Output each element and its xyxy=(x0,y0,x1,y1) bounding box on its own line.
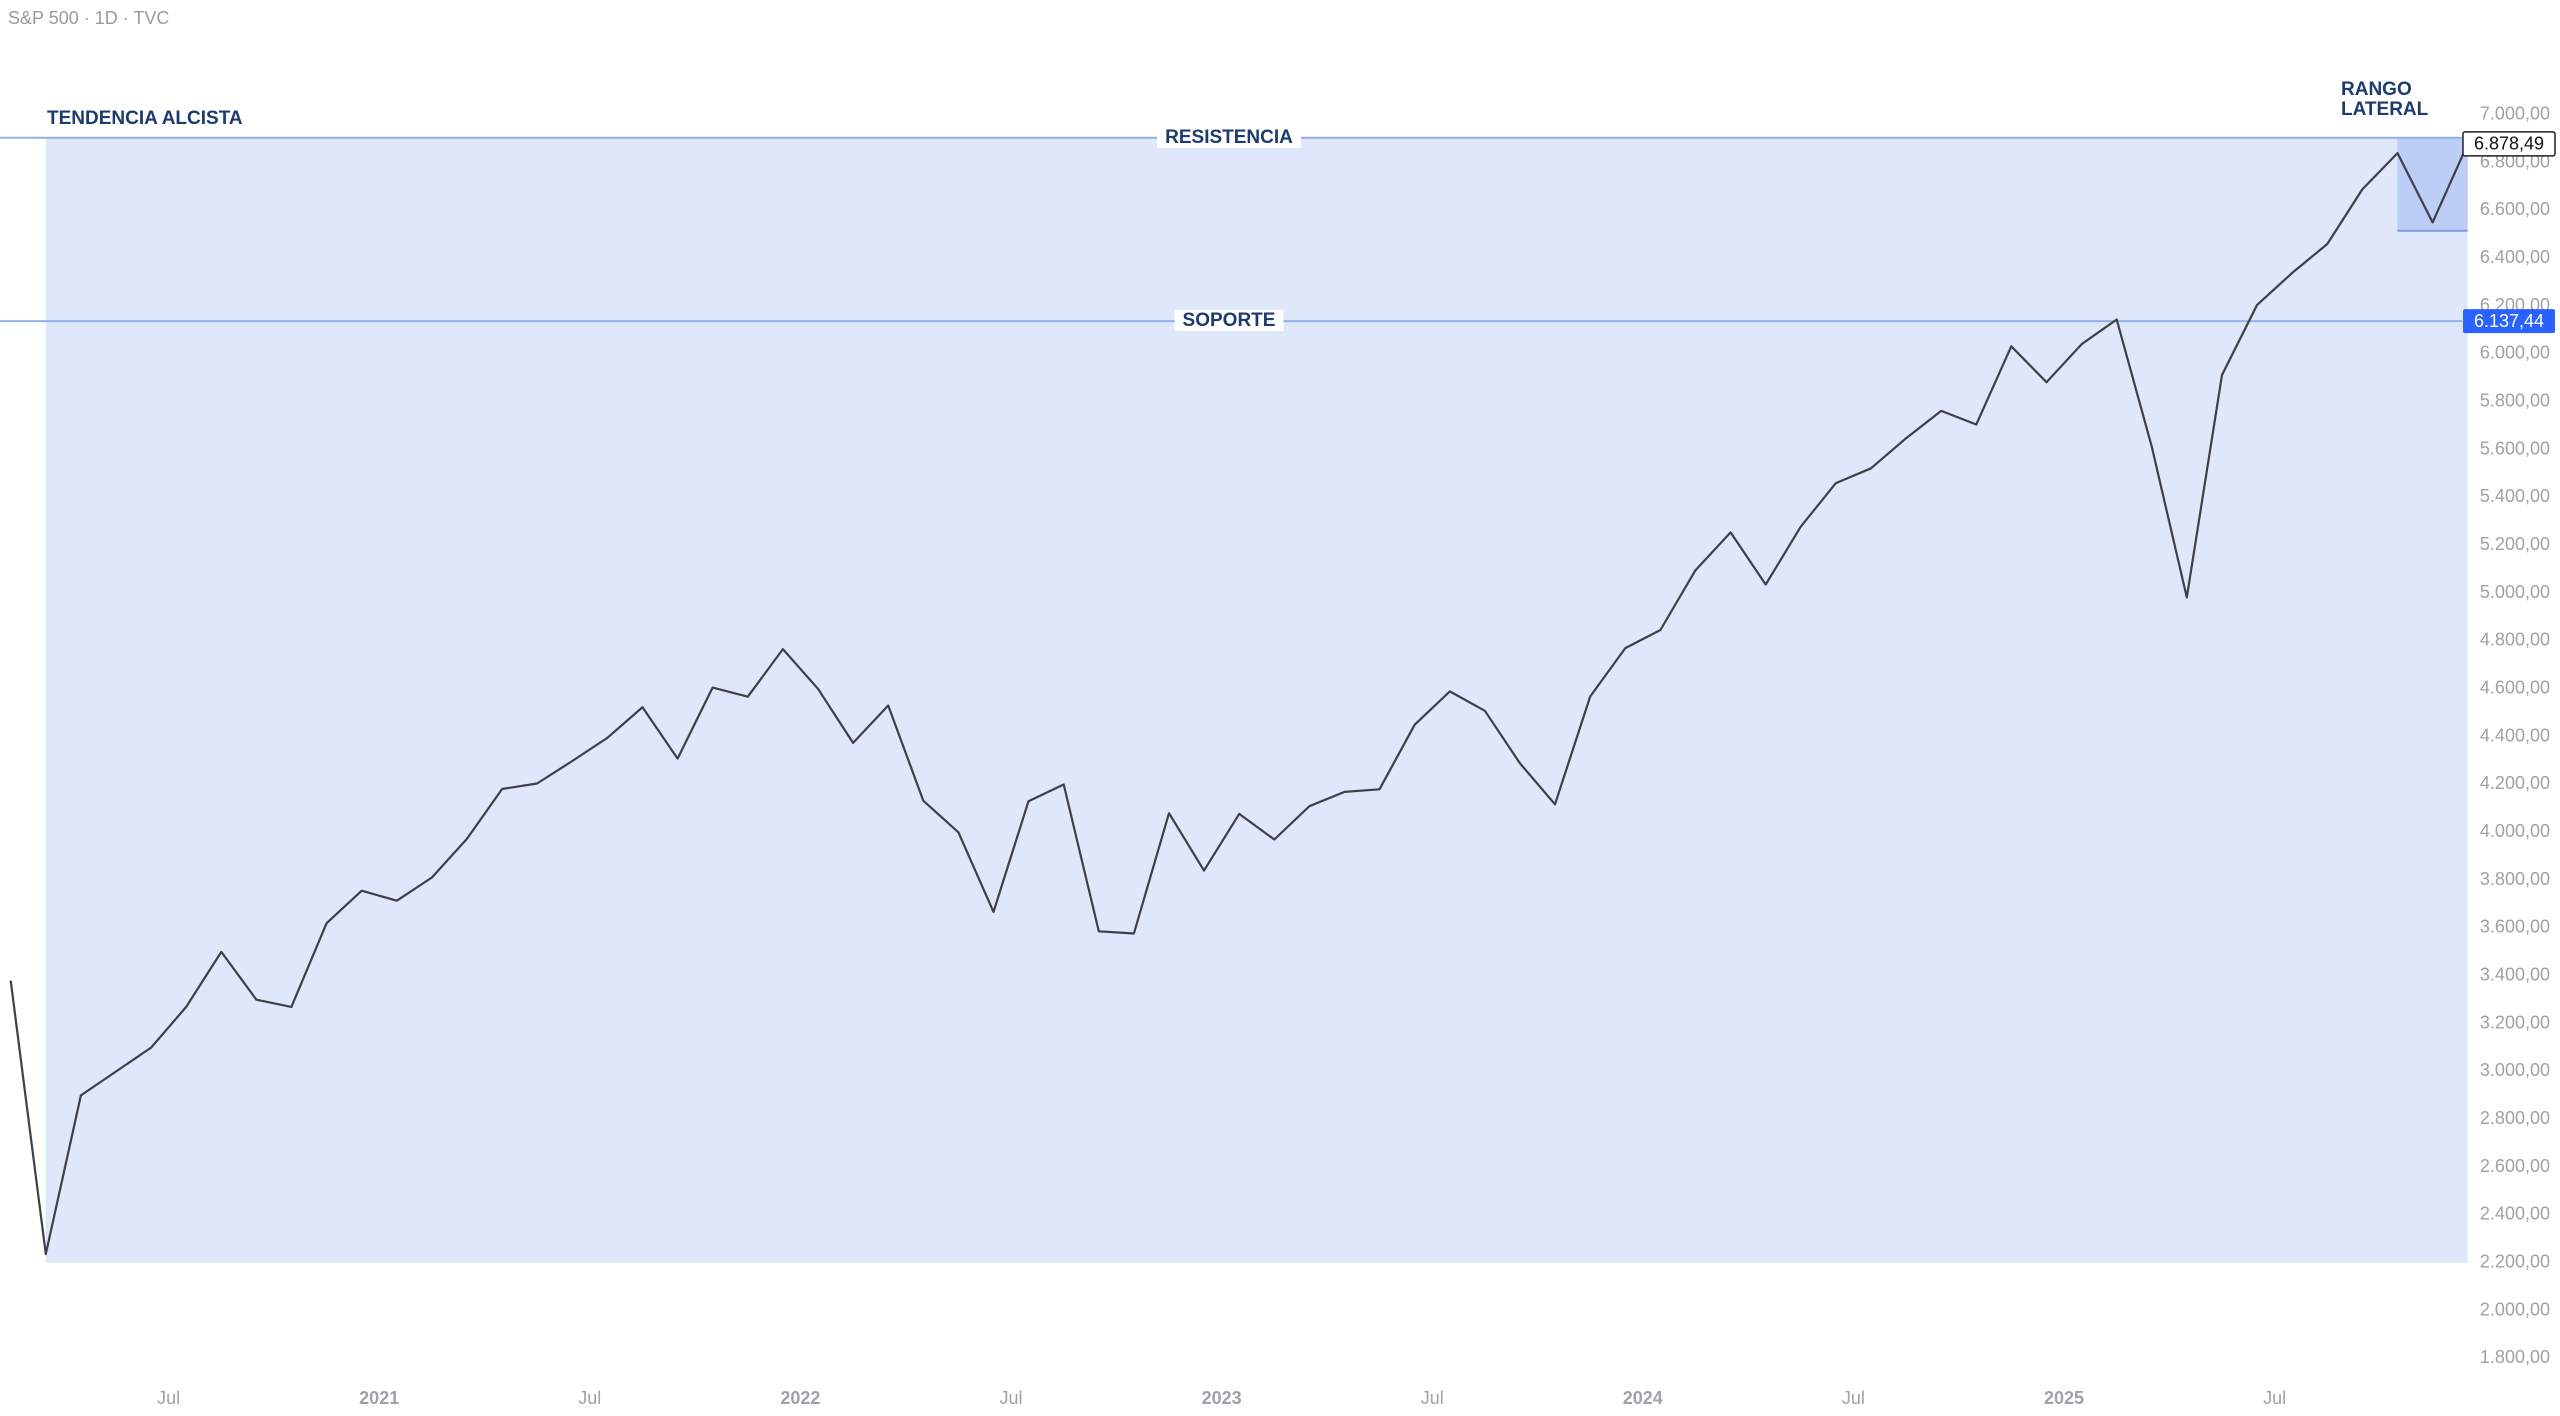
level-label-bg xyxy=(1157,126,1302,148)
level-label-bg xyxy=(1174,310,1284,332)
zone xyxy=(2397,137,2468,231)
x-tick-label: Jul xyxy=(999,1388,1022,1408)
x-tick-label: Jul xyxy=(578,1388,601,1408)
x-tick-label: Jul xyxy=(157,1388,180,1408)
y-tick-label: 3.600,00 xyxy=(2480,917,2550,937)
y-tick-label: 1.800,00 xyxy=(2480,1347,2550,1367)
y-tick-label: 5.200,00 xyxy=(2480,534,2550,554)
y-tick-label: 4.600,00 xyxy=(2480,678,2550,698)
price-line xyxy=(9,143,2469,1256)
x-tick-label: 2023 xyxy=(1202,1388,1242,1408)
level-label: RESISTENCIA xyxy=(1165,127,1293,148)
background-layer xyxy=(45,137,2468,1263)
x-tick-label: 2021 xyxy=(359,1388,399,1408)
y-tick-label: 7.000,00 xyxy=(2480,104,2550,124)
y-tick-label: 6.000,00 xyxy=(2480,343,2550,363)
y-tick-label: 4.000,00 xyxy=(2480,821,2550,841)
y-tick-label: 5.800,00 xyxy=(2480,391,2550,411)
y-tick-label: 2.800,00 xyxy=(2480,1108,2550,1128)
x-tick-label: Jul xyxy=(2263,1388,2286,1408)
y-tick-label: 5.400,00 xyxy=(2480,486,2550,506)
x-tick-label: 2022 xyxy=(780,1388,820,1408)
zone xyxy=(45,137,2468,1263)
y-tick-label: 3.800,00 xyxy=(2480,869,2550,889)
price-tag xyxy=(2463,309,2555,334)
y-tick-label: 6.400,00 xyxy=(2480,247,2550,267)
x-tick-label: 2025 xyxy=(2044,1388,2084,1408)
level-label: SOPORTE xyxy=(1183,310,1276,331)
y-tick-label: 3.400,00 xyxy=(2480,965,2550,985)
x-tick-label: Jul xyxy=(1842,1388,1865,1408)
y-tick-label: 2.200,00 xyxy=(2480,1252,2550,1272)
zone-label: RANGO LATERAL xyxy=(2341,79,2429,120)
y-tick-label: 4.400,00 xyxy=(2480,725,2550,745)
chart-title: S&P 500 · 1D · TVC xyxy=(8,8,169,28)
x-tick-label: 2024 xyxy=(1623,1388,1663,1408)
y-tick-label: 2.000,00 xyxy=(2480,1299,2550,1319)
x-tick-label: Jul xyxy=(1421,1388,1444,1408)
last-price-label: 6.878,49 xyxy=(2474,134,2544,154)
zone-label: TENDENCIA ALCISTA xyxy=(47,108,243,129)
y-tick-label: 5.000,00 xyxy=(2480,582,2550,602)
y-tick-label: 2.600,00 xyxy=(2480,1156,2550,1176)
y-tick-label: 3.200,00 xyxy=(2480,1012,2550,1032)
y-tick-label: 2.400,00 xyxy=(2480,1204,2550,1224)
y-tick-label: 4.800,00 xyxy=(2480,630,2550,650)
y-tick-label: 5.600,00 xyxy=(2480,438,2550,458)
y-tick-label: 4.200,00 xyxy=(2480,773,2550,793)
price-tag-label: 6.137,44 xyxy=(2474,311,2544,331)
last-price-tag xyxy=(2462,131,2556,157)
y-tick-label: 3.000,00 xyxy=(2480,1060,2550,1080)
y-tick-label: 6.600,00 xyxy=(2480,199,2550,219)
